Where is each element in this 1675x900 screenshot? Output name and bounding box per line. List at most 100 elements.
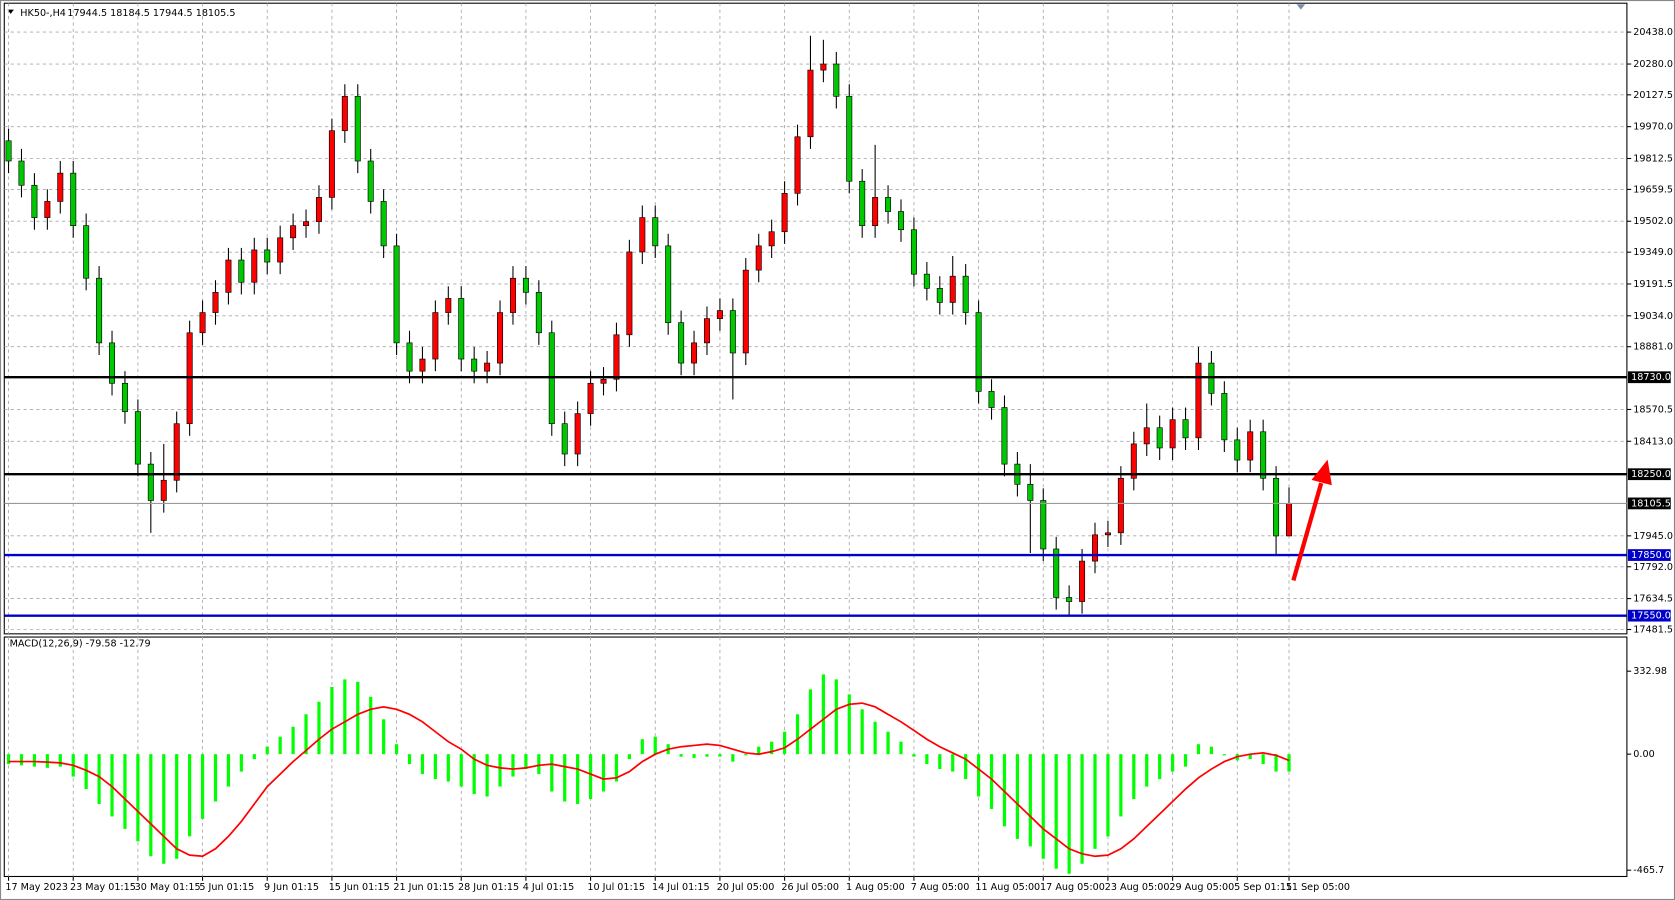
y-tick-label: 19970.0 [1633, 122, 1673, 133]
candle-body [1092, 534, 1098, 562]
candle-body [419, 358, 426, 372]
candle-body [561, 423, 568, 455]
candle-body [807, 69, 814, 138]
x-tick-label: 5 Sep 01:15 [1234, 882, 1292, 893]
candle-body [1143, 427, 1150, 445]
candle-body [742, 269, 749, 354]
x-tick-label: 23 May 01:15 [70, 882, 136, 893]
candle-body [910, 229, 917, 275]
candle-body [1117, 477, 1124, 534]
level-label-box [1627, 609, 1671, 622]
candle-body [626, 251, 633, 336]
candle-body [380, 201, 387, 247]
candle-body [83, 225, 90, 279]
candle-body [678, 322, 685, 364]
y-tick-label: 18881.0 [1633, 342, 1673, 353]
x-tick-label: 11 Aug 05:00 [975, 882, 1040, 893]
x-tick-label: 23 Aug 05:00 [1105, 882, 1170, 893]
x-tick-label: 1 Aug 05:00 [846, 882, 905, 893]
candle-body [1001, 407, 1008, 465]
level-label-box [1627, 371, 1671, 384]
candle-body [1156, 427, 1163, 449]
candle-body [755, 245, 762, 271]
candle-body [781, 193, 788, 233]
y-tick-label: 19191.5 [1633, 279, 1673, 290]
candle-body [691, 342, 698, 364]
x-tick-label: 14 Jul 01:15 [652, 882, 710, 893]
candle-body [1286, 503, 1293, 537]
candle-body [1221, 393, 1228, 441]
candle-body [1234, 439, 1241, 461]
y-tick-label: 20127.5 [1633, 90, 1673, 101]
candle-body [1104, 532, 1111, 536]
candle-body [1066, 597, 1073, 602]
candle-body [328, 130, 335, 198]
candle-body [109, 342, 116, 384]
level-label-box [1627, 468, 1671, 481]
y-tick-label: 332.98 [1633, 666, 1667, 677]
y-tick-label: 0.00 [1633, 749, 1654, 760]
x-tick-label: 30 May 01:15 [135, 882, 201, 893]
x-tick-label: 4 Jul 01:15 [523, 882, 575, 893]
candle-body [1079, 560, 1086, 602]
candle-body [859, 180, 866, 226]
candle-body [238, 259, 245, 283]
candle-body [703, 318, 710, 344]
candle-body [406, 342, 413, 372]
candle-body [160, 479, 167, 501]
candle-body [57, 172, 64, 202]
macd-title: MACD(12,26,9) -79.58 -12.79 [10, 638, 151, 649]
candle-body [303, 221, 310, 226]
candle-body [949, 275, 956, 303]
candle-body [936, 287, 943, 303]
x-tick-label: 21 Jun 01:15 [393, 882, 454, 893]
y-tick-label: 17481.5 [1633, 625, 1673, 636]
candle-body [885, 197, 892, 212]
macd-panel [3, 636, 1628, 878]
candle-body [613, 334, 620, 380]
candle-body [716, 310, 723, 319]
candle-body [315, 197, 322, 222]
candle-body [471, 358, 478, 372]
candle-body [923, 273, 930, 289]
candle-body [729, 310, 736, 354]
candle-body [794, 136, 801, 194]
candle-body [199, 312, 206, 334]
candle-body [820, 63, 827, 71]
x-tick-label: 9 Jun 01:15 [264, 882, 319, 893]
candle-body [212, 292, 219, 313]
y-tick-label: 20280.0 [1633, 59, 1673, 70]
annotation-arrow-shaft [1291, 482, 1324, 581]
candle-body [367, 160, 374, 202]
y-tick-label: 17634.5 [1633, 594, 1673, 605]
y-tick-label: 19812.5 [1633, 153, 1673, 164]
y-tick-label: 19034.0 [1633, 311, 1673, 322]
x-tick-label: 7 Aug 05:00 [911, 882, 970, 893]
level-label-box [1627, 549, 1671, 561]
candle-body [458, 298, 465, 360]
candle-body [484, 362, 491, 372]
x-tick-label: 10 Jul 01:15 [587, 882, 645, 893]
candle-body [665, 245, 672, 323]
candle-body [432, 312, 439, 360]
candle-body [290, 225, 297, 239]
level-label: 17850.0 [1631, 550, 1671, 561]
candle-body [509, 277, 516, 313]
candle-body [354, 96, 361, 162]
candle-body [277, 237, 284, 263]
shift-marker[interactable] [1296, 4, 1306, 10]
candle-body [121, 382, 128, 412]
signal-line [8, 702, 1290, 858]
candle-body [445, 298, 452, 313]
candle-body [1195, 362, 1202, 439]
y-tick-label: 17945.0 [1633, 531, 1673, 542]
x-tick-label: 15 Jun 01:15 [329, 882, 390, 893]
symbol-menu-icon[interactable] [7, 9, 14, 14]
candle-body [393, 245, 400, 344]
ohlc-values: 17944.5 18184.5 17944.5 18105.5 [67, 8, 235, 19]
candle-body [497, 312, 504, 364]
candle-body [587, 382, 594, 414]
y-tick-label: 18570.5 [1633, 404, 1673, 415]
candle-body [898, 211, 904, 231]
x-tick-label: 26 Jul 05:00 [781, 882, 839, 893]
